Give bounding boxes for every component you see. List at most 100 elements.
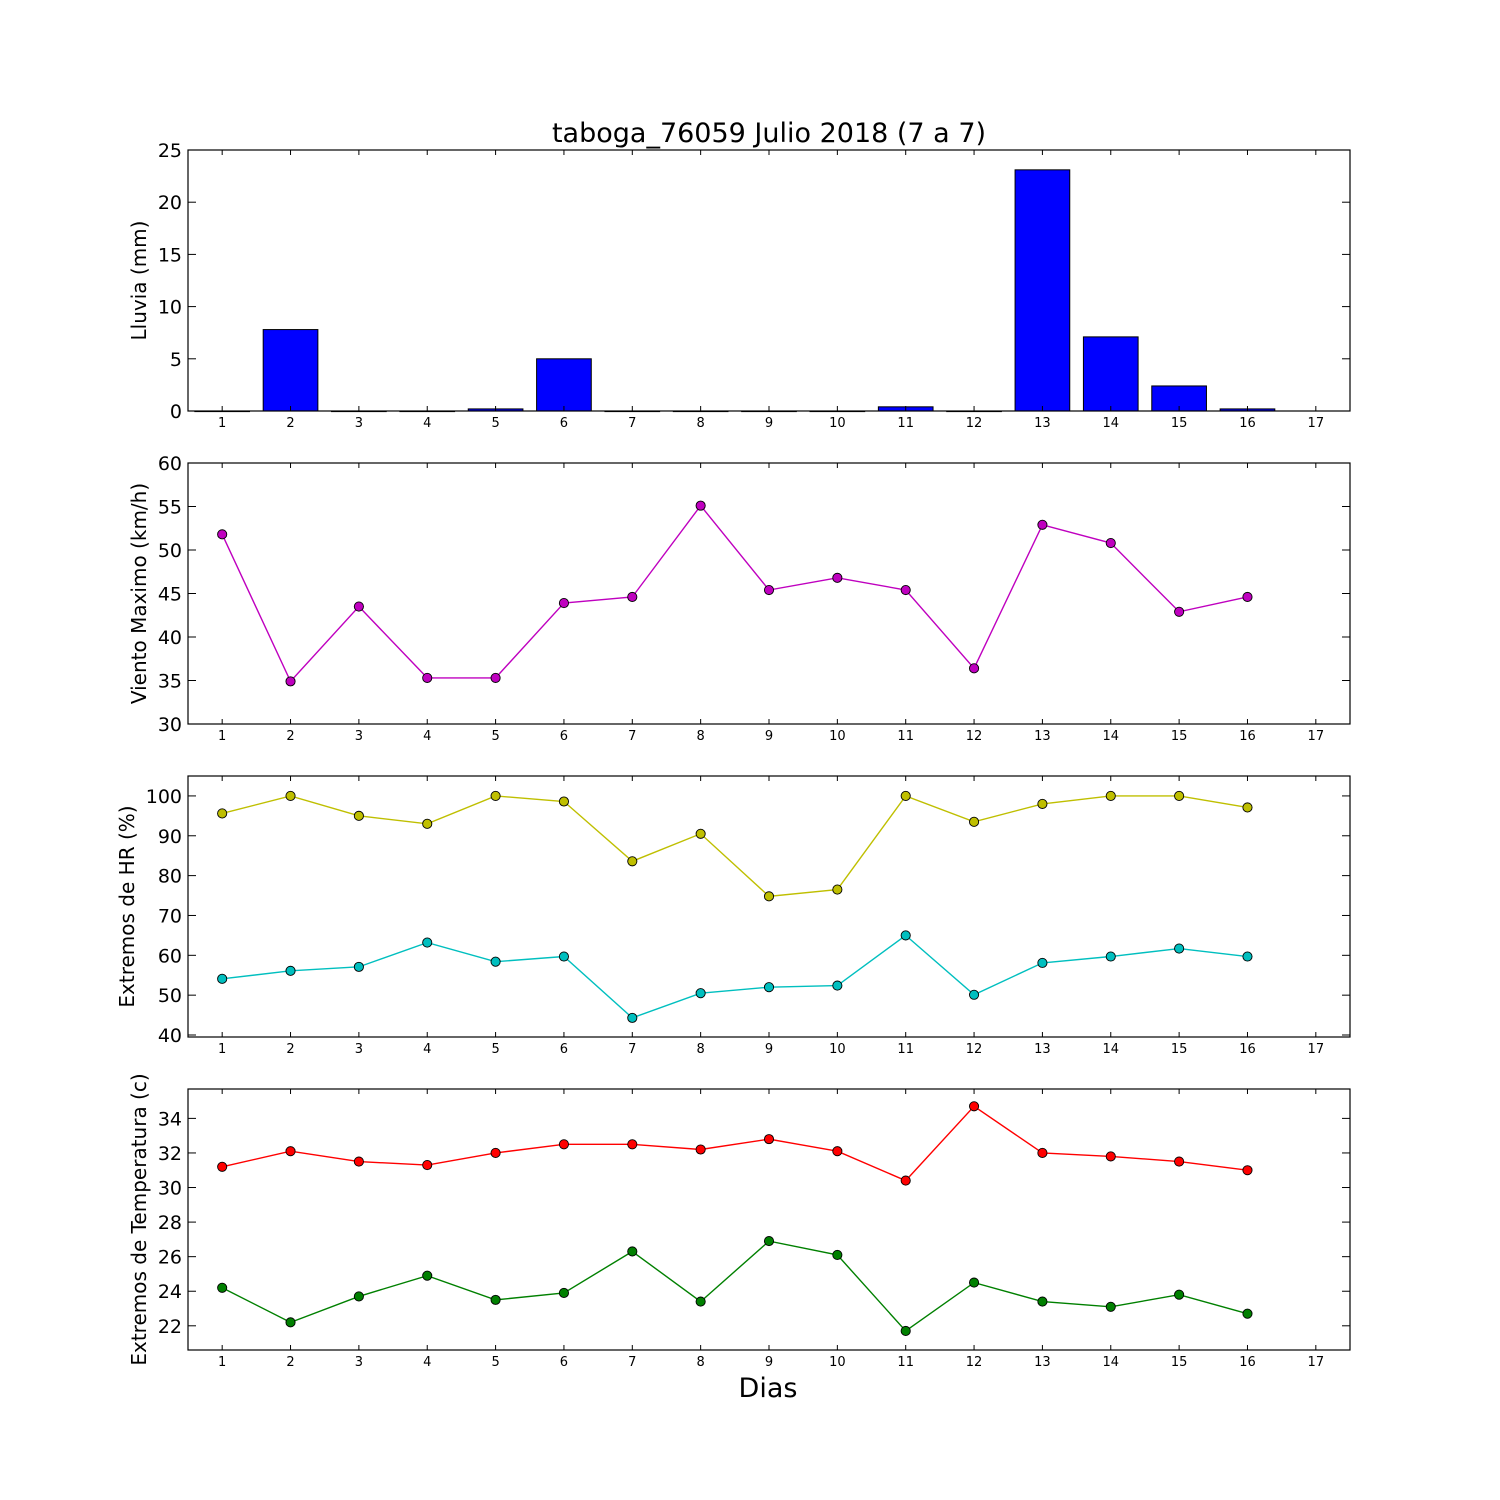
y-tick-label: 25 <box>158 140 182 162</box>
x-tick-label: 12 <box>966 729 983 744</box>
bar <box>536 358 592 412</box>
y-tick-label: 70 <box>158 905 182 927</box>
x-tick-label: 8 <box>697 729 705 744</box>
x-tick-label: 5 <box>491 416 499 431</box>
x-tick-label: 16 <box>1239 729 1256 744</box>
data-point <box>558 1287 569 1299</box>
x-tick-label: 6 <box>560 416 568 431</box>
data-point <box>695 1144 706 1155</box>
data-point <box>832 572 843 583</box>
x-tick-label: 11 <box>897 1355 914 1370</box>
data-point <box>1037 1296 1048 1307</box>
x-tick-label: 14 <box>1102 729 1119 744</box>
data-point <box>1242 1308 1253 1319</box>
figure-title: taboga_76059 Julio 2018 (7 a 7) <box>552 118 986 149</box>
data-point <box>1105 1301 1116 1312</box>
data-point <box>422 1270 433 1281</box>
data-point <box>1174 1156 1185 1167</box>
x-tick-label: 7 <box>628 729 636 744</box>
y-tick-label: 28 <box>158 1212 182 1234</box>
x-tick-label: 15 <box>1171 1042 1188 1057</box>
data-point <box>695 500 706 511</box>
y-axis-label: Lluvia (mm) <box>127 221 151 341</box>
y-tick-label: 35 <box>158 671 182 693</box>
y-tick-label: 22 <box>158 1316 182 1338</box>
data-point <box>285 1317 296 1328</box>
data-point <box>422 1160 433 1171</box>
x-tick-label: 15 <box>1171 729 1188 744</box>
data-point <box>217 1161 228 1172</box>
x-tick-label: 4 <box>423 1042 431 1057</box>
x-tick-label: 3 <box>355 729 363 744</box>
y-tick-label: 5 <box>170 349 182 371</box>
x-tick-label: 14 <box>1102 416 1119 431</box>
y-tick-label: 50 <box>158 985 182 1007</box>
data-point <box>1174 1289 1185 1300</box>
x-tick-label: 15 <box>1171 1355 1188 1370</box>
y-tick-label: 32 <box>158 1143 182 1165</box>
data-point <box>1242 951 1253 962</box>
x-tick-label: 8 <box>697 1042 705 1057</box>
data-point <box>353 810 364 821</box>
data-point <box>969 663 980 674</box>
data-point <box>1037 798 1048 809</box>
data-point <box>1174 790 1185 801</box>
x-tick-label: 6 <box>560 729 568 744</box>
data-point <box>558 598 569 609</box>
data-point <box>1242 1165 1253 1176</box>
data-point <box>832 884 843 895</box>
data-point <box>217 529 228 540</box>
y-tick-label: 50 <box>158 540 182 562</box>
y-tick-label: 60 <box>158 453 182 475</box>
data-point <box>1242 802 1253 813</box>
data-point <box>627 1246 638 1257</box>
x-tick-label: 11 <box>897 416 914 431</box>
data-point <box>900 1175 911 1186</box>
y-tick-label: 24 <box>158 1281 182 1303</box>
x-tick-label: 2 <box>286 416 294 431</box>
x-tick-label: 5 <box>491 1042 499 1057</box>
chart-panel-1: 1 2 3 4 5 6 7 8 9 10 11 12 13 14 15 16 170510152025Lluvi… <box>127 140 1351 431</box>
data-point <box>558 796 569 807</box>
x-tick-label: 14 <box>1102 1042 1119 1057</box>
data-point <box>763 1236 775 1247</box>
x-tick-label: 8 <box>697 1355 705 1370</box>
x-tick-label: 7 <box>628 1355 636 1370</box>
data-point <box>900 1325 911 1337</box>
x-tick-label: 14 <box>1102 1355 1119 1370</box>
y-tick-label: 34 <box>158 1108 182 1130</box>
x-tick-label: 9 <box>765 416 773 431</box>
data-point <box>900 584 911 596</box>
bar <box>1014 169 1071 412</box>
data-point <box>285 676 296 687</box>
data-point <box>695 988 706 999</box>
data-point <box>832 1146 843 1157</box>
x-tick-label: 10 <box>829 1355 846 1370</box>
x-tick-label: 9 <box>765 1355 773 1370</box>
data-point <box>422 672 433 683</box>
x-tick-label: 13 <box>1034 1042 1051 1057</box>
x-tick-label: 1 <box>218 1042 226 1057</box>
data-point <box>217 973 228 984</box>
panels: 1 2 3 4 5 6 7 8 9 10 11 12 13 14 15 16 170510152025Lluvi… <box>115 140 1351 1370</box>
x-tick-label: 7 <box>628 1042 636 1057</box>
x-tick-label: 6 <box>560 1042 568 1057</box>
data-point <box>217 808 228 819</box>
x-tick-label: 10 <box>829 1042 846 1057</box>
x-tick-label: 11 <box>897 729 914 744</box>
data-point <box>1105 537 1116 549</box>
y-tick-label: 45 <box>158 584 182 606</box>
x-tick-label: 6 <box>560 1355 568 1370</box>
x-tick-label: 1 <box>218 416 226 431</box>
y-axis-label: Extremos de HR (%) <box>115 805 139 1007</box>
data-point <box>422 818 433 829</box>
y-tick-label: 10 <box>158 297 182 319</box>
x-tick-label: 16 <box>1239 1042 1256 1057</box>
series-line <box>222 795 1248 898</box>
data-point <box>695 1296 706 1307</box>
data-point <box>285 965 296 976</box>
x-tick-label: 5 <box>491 729 499 744</box>
x-tick-label: 3 <box>355 1355 363 1370</box>
